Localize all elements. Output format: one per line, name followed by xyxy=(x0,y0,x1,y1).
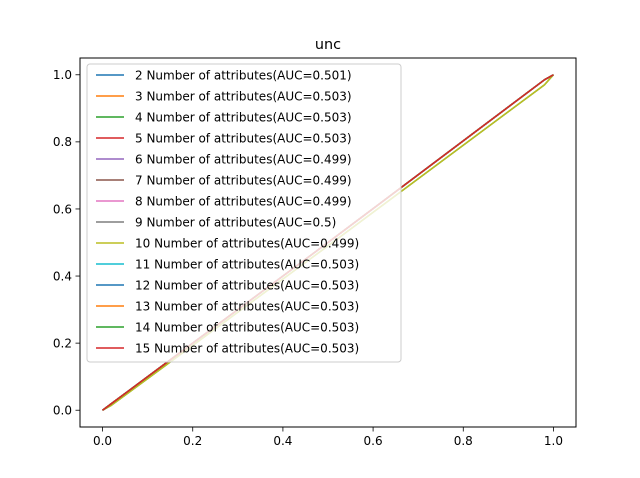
legend-box xyxy=(86,63,402,363)
legend-label-7: 8 Number of attributes(AUC=0.499) xyxy=(135,195,352,209)
x-tick-label: 0.8 xyxy=(454,434,473,448)
legend-label-11: 12 Number of attributes(AUC=0.503) xyxy=(135,279,359,293)
legend-label-10: 11 Number of attributes(AUC=0.503) xyxy=(135,258,359,272)
legend-label-5: 6 Number of attributes(AUC=0.499) xyxy=(135,153,352,167)
chart-title: unc xyxy=(315,37,341,53)
y-tick-label: 0.8 xyxy=(53,135,72,149)
x-tick-label: 0.6 xyxy=(364,434,383,448)
legend-label-12: 13 Number of attributes(AUC=0.503) xyxy=(135,300,359,314)
legend-label-1: 2 Number of attributes(AUC=0.501) xyxy=(135,69,352,83)
legend-label-4: 5 Number of attributes(AUC=0.503) xyxy=(135,132,352,146)
x-tick-label: 1.0 xyxy=(544,434,563,448)
y-tick-label: 0.2 xyxy=(53,336,72,350)
legend-label-13: 14 Number of attributes(AUC=0.503) xyxy=(135,321,359,335)
legend-label-9: 10 Number of attributes(AUC=0.499) xyxy=(135,237,359,251)
x-tick-label: 0.4 xyxy=(273,434,292,448)
legend-label-8: 9 Number of attributes(AUC=0.5) xyxy=(135,216,336,230)
legend-label-6: 7 Number of attributes(AUC=0.499) xyxy=(135,174,352,188)
legend: 2 Number of attributes(AUC=0.501) 3 Numbe… xyxy=(86,63,402,363)
legend-label-14: 15 Number of attributes(AUC=0.503) xyxy=(135,342,359,356)
legend-label-2: 3 Number of attributes(AUC=0.503) xyxy=(135,90,352,104)
x-tick-label: 0.2 xyxy=(183,434,202,448)
y-tick-label: 1.0 xyxy=(53,68,72,82)
y-tick-label: 0.4 xyxy=(53,269,72,283)
y-tick-label: 0.6 xyxy=(53,202,72,216)
x-tick-label: 0.0 xyxy=(93,434,112,448)
x-axis: 0.0 0.2 0.4 0.6 0.8 1.0 xyxy=(93,427,563,448)
axes-frame xyxy=(79,57,577,428)
y-tick-label: 0.0 xyxy=(53,404,72,418)
legend-label-3: 4 Number of attributes(AUC=0.503) xyxy=(135,111,352,125)
y-axis: 0.0 0.2 0.4 0.6 0.8 1.0 xyxy=(53,68,80,418)
